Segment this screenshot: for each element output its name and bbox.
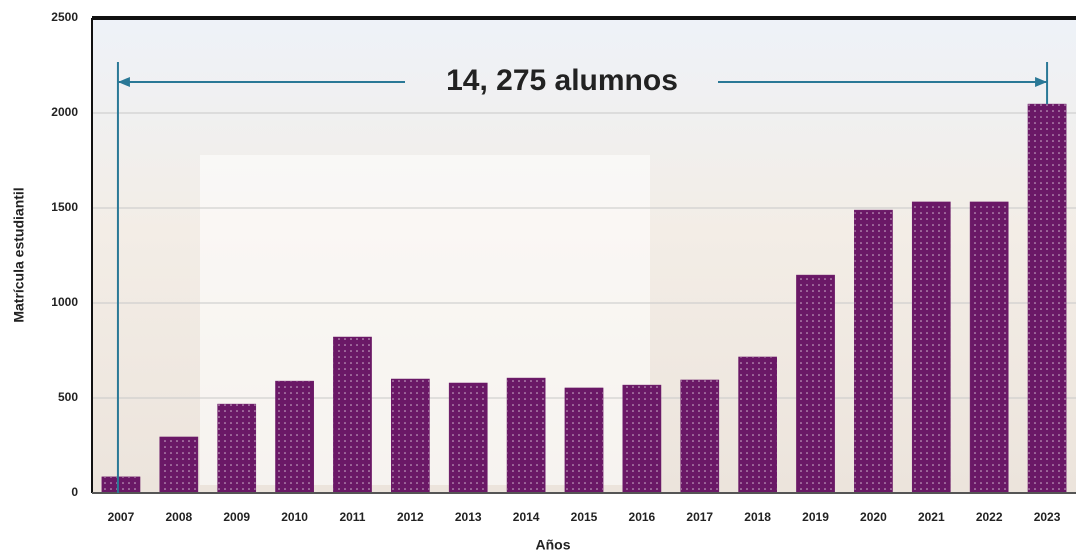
bar	[275, 380, 314, 494]
x-tick-label: 2020	[860, 510, 887, 524]
bar	[101, 476, 141, 494]
bar	[506, 377, 546, 494]
arrowhead	[1035, 77, 1048, 87]
bar	[738, 356, 777, 494]
x-tick-label: 2022	[976, 510, 1003, 524]
bar	[969, 201, 1009, 494]
x-tick-label: 2013	[455, 510, 482, 524]
x-tick-label: 2012	[397, 510, 424, 524]
bar	[217, 403, 257, 494]
y-tick-label: 2500	[51, 10, 78, 24]
x-tick-label: 2011	[339, 510, 365, 524]
bar	[1027, 103, 1067, 494]
x-axis-label: Años	[536, 537, 571, 553]
bars	[101, 103, 1067, 494]
bar	[911, 201, 951, 494]
bar	[854, 209, 893, 494]
y-tick-label: 500	[58, 390, 78, 404]
x-tick-label: 2009	[223, 510, 250, 524]
bar	[680, 379, 720, 494]
annotation: 14, 275 alumnos	[116, 62, 1049, 493]
y-tick-label: 1500	[51, 200, 78, 214]
bar	[333, 336, 372, 494]
x-tick-label: 2018	[744, 510, 771, 524]
x-tick-label: 2021	[918, 510, 945, 524]
bar	[391, 378, 430, 494]
x-tick-label: 2008	[165, 510, 192, 524]
x-tick-label: 2019	[802, 510, 829, 524]
x-tick-label: 2014	[513, 510, 540, 524]
x-tick-label: 2016	[629, 510, 656, 524]
bar	[564, 387, 604, 494]
bar	[159, 436, 199, 494]
arrowhead	[117, 77, 130, 87]
y-tick-label: 1000	[51, 295, 78, 309]
y-tick-label: 0	[71, 485, 78, 499]
x-tick-label: 2015	[571, 510, 598, 524]
bar	[796, 274, 835, 494]
y-axis-label: Matrícula estudiantil	[11, 187, 27, 322]
x-tick-label: 2010	[281, 510, 308, 524]
x-tick-label: 2017	[686, 510, 713, 524]
bar	[622, 384, 662, 494]
annotation-text: 14, 275 alumnos	[446, 64, 678, 97]
y-tick-label: 2000	[51, 105, 78, 119]
bar	[448, 382, 488, 494]
x-tick-label: 2007	[108, 510, 135, 524]
x-tick-label: 2023	[1034, 510, 1061, 524]
